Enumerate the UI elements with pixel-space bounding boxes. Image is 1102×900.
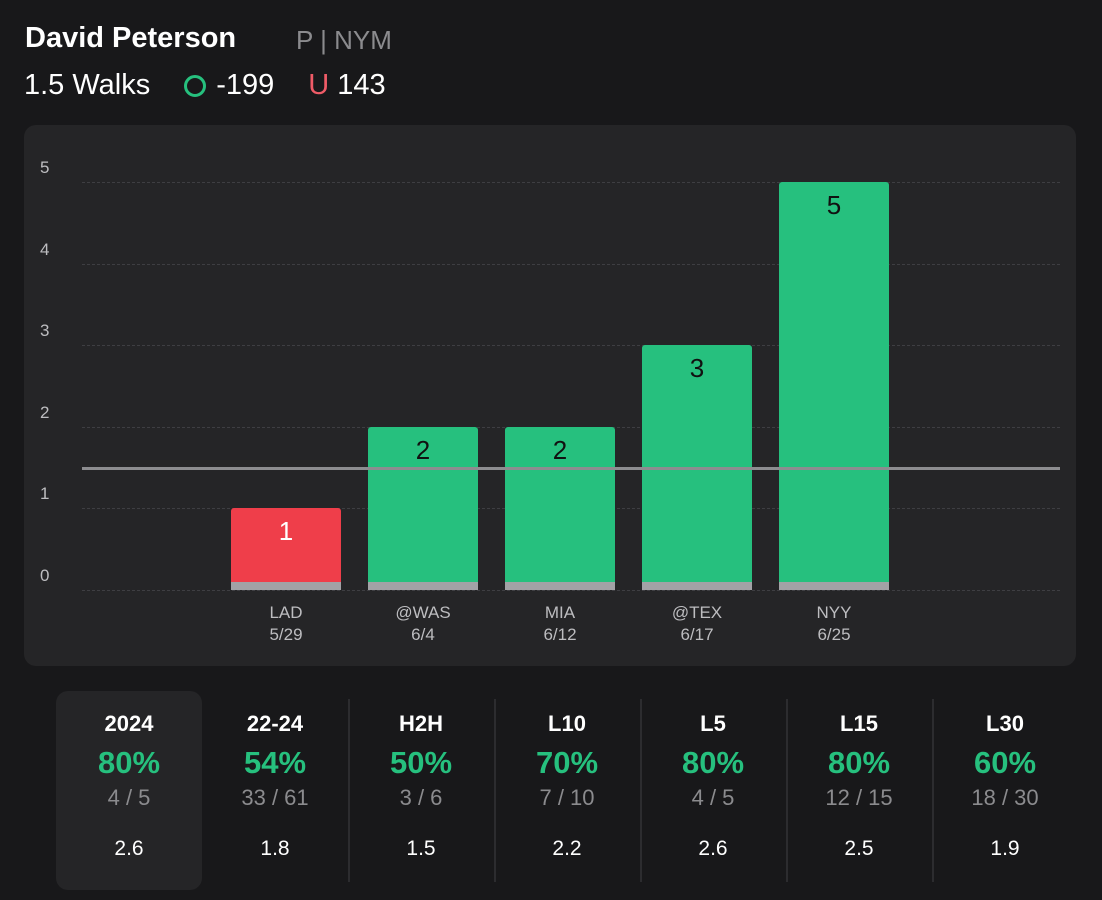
- player-name: David Peterson: [25, 22, 237, 54]
- stat-title: 22-24: [246, 711, 304, 736]
- stat-avg: 2.2: [552, 837, 582, 860]
- stat-avg: 2.5: [844, 837, 874, 860]
- stat-tab-h2h[interactable]: H2H 50% 3 / 6 1.5: [348, 691, 494, 890]
- y-tick-label: 5: [40, 158, 50, 177]
- y-tick-label: 0: [40, 566, 50, 585]
- x-tick-label: MIA 6/12: [505, 602, 615, 646]
- bar[interactable]: 2: [505, 426, 615, 590]
- game-date: 6/17: [680, 625, 714, 644]
- over-circle-icon: [184, 74, 207, 97]
- bar[interactable]: 2: [368, 426, 478, 590]
- under-u-icon: U: [308, 69, 330, 101]
- stat-frac: 18 / 30: [971, 785, 1039, 810]
- opponent: LAD: [269, 603, 303, 622]
- stat-avg: 2.6: [698, 837, 728, 860]
- opponent: @WAS: [395, 603, 451, 622]
- over-odds[interactable]: -199: [184, 69, 274, 102]
- stat-pct: 80%: [97, 745, 161, 780]
- game-date: 6/4: [411, 625, 435, 644]
- bar-base: [231, 581, 341, 590]
- stat-tab-2024[interactable]: 2024 80% 4 / 5 2.6: [56, 691, 202, 890]
- x-tick-label: LAD 5/29: [231, 602, 341, 646]
- bar-base: [368, 581, 478, 590]
- bar-value-label: 3: [689, 353, 705, 384]
- under-odds-value: 143: [337, 69, 386, 101]
- game-log-chart: 0 1 2 3 4 5 1 LAD 5/29 2 @WAS 6/4 2 MIA 6/12 3 @TEX 6/17 5…: [24, 125, 1076, 666]
- opponent: MIA: [544, 603, 576, 622]
- stat-frac: 7 / 10: [539, 785, 595, 810]
- game-date: 5/29: [269, 625, 303, 644]
- stat-avg: 1.5: [406, 837, 436, 860]
- stat-tab-22-24[interactable]: 22-24 54% 33 / 61 1.8: [202, 691, 348, 890]
- under-odds[interactable]: U 143: [308, 69, 385, 102]
- stat-frac: 33 / 61: [241, 785, 309, 810]
- stat-title: L15: [840, 711, 878, 736]
- stat-tab-l10[interactable]: L10 70% 7 / 10 2.2: [494, 691, 640, 890]
- y-tick-label: 3: [40, 321, 50, 341]
- stat-tab-l15[interactable]: L15 80% 12 / 15 2.5: [786, 691, 932, 890]
- stat-tab-l5[interactable]: L5 80% 4 / 5 2.6: [640, 691, 786, 890]
- stat-frac: 4 / 5: [107, 785, 151, 810]
- opponent: @TEX: [671, 603, 723, 622]
- stat-frac: 12 / 15: [825, 785, 893, 810]
- stat-title: L5: [700, 711, 726, 736]
- over-odds-value: -199: [216, 69, 275, 101]
- prop-line: 1.5 Walks -199 U 143: [24, 69, 386, 102]
- y-tick-label: 1: [40, 484, 50, 504]
- x-tick-label: @TEX 6/17: [642, 602, 752, 646]
- stat-pct: 60%: [973, 745, 1037, 780]
- stat-title: L10: [548, 711, 586, 736]
- bar-base: [505, 581, 615, 590]
- stat-avg: 2.6: [114, 837, 144, 860]
- stat-frac: 3 / 6: [399, 785, 443, 810]
- stat-title: H2H: [398, 711, 443, 736]
- gridline: [82, 345, 1060, 347]
- stat-title: 2024: [104, 711, 154, 736]
- gridline: [82, 263, 1060, 265]
- x-tick-label: @WAS 6/4: [368, 602, 478, 646]
- gridline: [82, 590, 1060, 591]
- stat-pct: 80%: [827, 745, 891, 780]
- stat-pct: 54%: [243, 745, 307, 780]
- opponent: NYY: [816, 603, 852, 622]
- player-position-team: P | NYM: [296, 25, 392, 55]
- game-date: 6/25: [817, 625, 851, 644]
- gridline: [82, 182, 1060, 183]
- stat-pct: 80%: [681, 745, 745, 780]
- stat-frac: 4 / 5: [691, 785, 735, 810]
- threshold-line: [82, 466, 1060, 470]
- bar-value-label: 2: [552, 434, 568, 465]
- y-tick-label: 4: [40, 239, 50, 259]
- prop-label: 1.5 Walks: [24, 69, 151, 101]
- bar[interactable]: 5: [779, 182, 889, 590]
- stats-tabs: 2024 80% 4 / 5 2.6 22-24 54% 33 / 61 1.8 H2H 50% 3…: [56, 691, 1078, 890]
- bar-value-label: 2: [415, 434, 431, 465]
- stat-avg: 1.9: [990, 837, 1020, 860]
- stat-avg: 1.8: [260, 837, 290, 860]
- x-tick-label: NYY 6/25: [779, 602, 889, 646]
- bar-value-label: 5: [826, 190, 842, 220]
- stat-title: L30: [986, 711, 1024, 736]
- bar-base: [642, 581, 752, 590]
- stat-tab-l30[interactable]: L30 60% 18 / 30 1.9: [932, 691, 1078, 890]
- stat-pct: 50%: [389, 745, 453, 780]
- bar[interactable]: 1: [231, 508, 341, 590]
- game-date: 6/12: [543, 625, 577, 644]
- bar-value-label: 1: [278, 516, 294, 547]
- bar-base: [779, 582, 889, 590]
- y-tick-label: 2: [40, 402, 50, 422]
- stat-pct: 70%: [535, 745, 599, 780]
